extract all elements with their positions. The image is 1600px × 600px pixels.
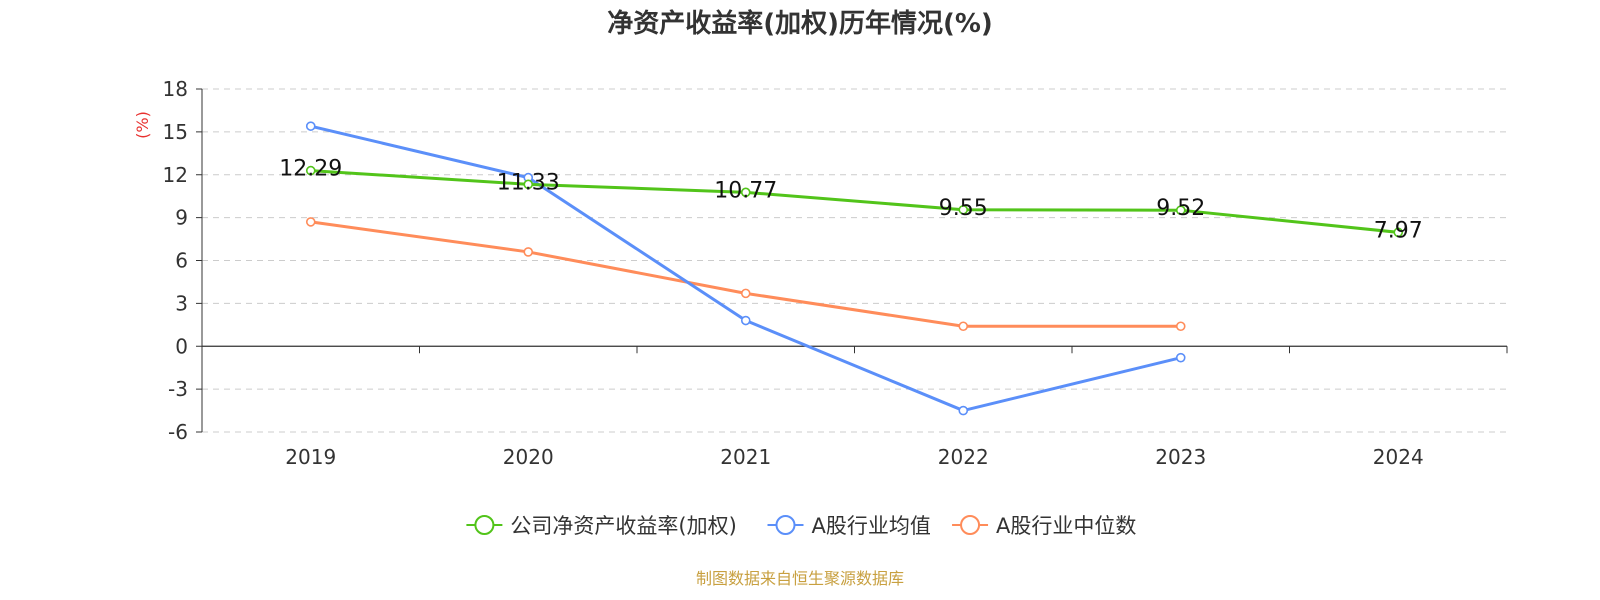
data-point <box>1175 352 1186 363</box>
x-tick-label: 2019 <box>285 445 336 469</box>
y-axis-ticks: -6 -3 0 3 6 9 12 15 18 <box>163 77 202 444</box>
data-label: 10.77 <box>714 178 777 203</box>
data-label: 9.52 <box>1156 196 1205 221</box>
y-tick-label: 0 <box>175 334 188 358</box>
data-point <box>305 217 316 227</box>
data-point <box>523 179 534 190</box>
legend: 公司净资产收益率(加权) A股行业均值 A股行业中位数 <box>466 514 1136 538</box>
series-lines <box>305 121 1404 416</box>
data-point <box>305 121 316 131</box>
data-point <box>740 187 751 198</box>
y-axis-label: (%) <box>133 111 152 139</box>
data-label: 9.55 <box>939 196 988 221</box>
y-tick-label: -3 <box>168 377 188 401</box>
y-tick-label: 3 <box>175 291 188 315</box>
data-point <box>740 288 751 299</box>
x-tick-label: 2020 <box>503 445 554 469</box>
data-point <box>1175 205 1186 215</box>
data-point <box>1175 321 1186 332</box>
legend-marker <box>960 515 981 535</box>
y-tick-label: 18 <box>163 77 188 101</box>
legend-label: 公司净资产收益率(加权) <box>510 514 736 538</box>
legend-label: A股行业中位数 <box>996 514 1136 538</box>
x-axis-ticks: 2019 2020 2021 2022 2023 2024 <box>201 346 1508 469</box>
series-line <box>310 220 1181 328</box>
data-point <box>958 204 969 215</box>
legend-marker <box>474 515 495 535</box>
x-tick-label: 2023 <box>1155 445 1206 469</box>
y-tick-label: 9 <box>175 206 188 230</box>
data-point <box>740 315 751 326</box>
data-point <box>305 165 316 176</box>
legend-marker <box>775 515 796 535</box>
data-label: 7.97 <box>1374 218 1423 243</box>
data-point <box>958 321 969 332</box>
source-note: 制图数据来自恒生聚源数据库 <box>696 569 904 588</box>
series-line <box>310 169 1399 234</box>
x-tick-label: 2022 <box>938 445 989 469</box>
data-label: 11.33 <box>497 170 560 195</box>
data-point <box>958 405 969 416</box>
data-point <box>523 247 534 257</box>
grid-lines <box>202 88 1507 433</box>
data-label: 12.29 <box>279 157 342 182</box>
data-labels: 12.29 11.33 10.77 9.55 9.52 7.97 <box>279 157 1422 244</box>
x-tick-label: 2021 <box>720 445 771 469</box>
legend-label: A股行业均值 <box>812 514 931 538</box>
y-tick-label: 15 <box>163 120 188 144</box>
y-tick-label: 6 <box>175 249 188 273</box>
chart-title: 净资产收益率(加权)历年情况(%) <box>607 8 993 39</box>
data-point <box>1393 227 1404 238</box>
y-tick-label: 12 <box>163 163 188 187</box>
y-tick-label: -6 <box>168 420 188 444</box>
x-tick-label: 2024 <box>1373 445 1424 469</box>
series-line <box>310 124 1182 413</box>
